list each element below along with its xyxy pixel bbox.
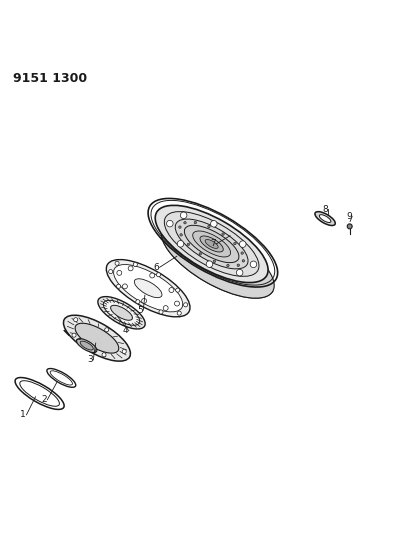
Ellipse shape bbox=[155, 205, 268, 282]
Circle shape bbox=[117, 284, 121, 288]
Ellipse shape bbox=[111, 305, 132, 320]
Circle shape bbox=[166, 220, 173, 227]
Ellipse shape bbox=[75, 323, 119, 353]
Ellipse shape bbox=[63, 315, 130, 361]
Circle shape bbox=[236, 269, 243, 276]
Circle shape bbox=[184, 222, 186, 224]
Polygon shape bbox=[155, 212, 273, 298]
Circle shape bbox=[250, 261, 257, 268]
Ellipse shape bbox=[200, 236, 223, 252]
Circle shape bbox=[234, 243, 236, 245]
Circle shape bbox=[179, 226, 181, 228]
Ellipse shape bbox=[164, 212, 259, 277]
Circle shape bbox=[206, 261, 213, 268]
Text: 1: 1 bbox=[21, 410, 26, 419]
Circle shape bbox=[163, 305, 168, 311]
Circle shape bbox=[180, 233, 182, 236]
Circle shape bbox=[105, 328, 109, 332]
Circle shape bbox=[347, 224, 352, 229]
Text: 6: 6 bbox=[153, 263, 159, 272]
Circle shape bbox=[109, 270, 113, 273]
Circle shape bbox=[117, 270, 122, 276]
Circle shape bbox=[128, 266, 133, 271]
Circle shape bbox=[237, 264, 240, 266]
Ellipse shape bbox=[315, 212, 335, 225]
Circle shape bbox=[184, 303, 188, 307]
Ellipse shape bbox=[98, 296, 145, 329]
Circle shape bbox=[213, 260, 216, 263]
Text: 3: 3 bbox=[87, 356, 93, 365]
Text: 9151 1300: 9151 1300 bbox=[13, 72, 87, 85]
Ellipse shape bbox=[106, 260, 190, 317]
Text: 8: 8 bbox=[322, 205, 328, 214]
Circle shape bbox=[208, 225, 210, 228]
Ellipse shape bbox=[185, 225, 239, 263]
Ellipse shape bbox=[103, 300, 140, 325]
Circle shape bbox=[102, 353, 106, 357]
Circle shape bbox=[222, 233, 224, 235]
Text: 4: 4 bbox=[123, 326, 129, 335]
Ellipse shape bbox=[319, 215, 331, 222]
Circle shape bbox=[169, 288, 174, 293]
Circle shape bbox=[241, 252, 243, 254]
Circle shape bbox=[115, 261, 119, 265]
Text: 5: 5 bbox=[137, 306, 143, 315]
Circle shape bbox=[72, 333, 76, 337]
Ellipse shape bbox=[134, 279, 162, 297]
Ellipse shape bbox=[193, 231, 231, 257]
Circle shape bbox=[240, 241, 246, 247]
Ellipse shape bbox=[80, 341, 93, 350]
Circle shape bbox=[122, 350, 126, 353]
Circle shape bbox=[74, 318, 78, 322]
Ellipse shape bbox=[50, 371, 72, 385]
Ellipse shape bbox=[113, 264, 183, 312]
Circle shape bbox=[159, 310, 163, 314]
Ellipse shape bbox=[162, 221, 274, 298]
Circle shape bbox=[177, 240, 184, 247]
Circle shape bbox=[136, 300, 140, 304]
Circle shape bbox=[177, 311, 181, 315]
Circle shape bbox=[227, 264, 229, 266]
Circle shape bbox=[157, 273, 161, 277]
Circle shape bbox=[175, 301, 180, 306]
Ellipse shape bbox=[205, 239, 218, 248]
Circle shape bbox=[150, 273, 155, 278]
Text: 7: 7 bbox=[210, 239, 216, 248]
Circle shape bbox=[175, 288, 180, 292]
Circle shape bbox=[242, 260, 245, 262]
Circle shape bbox=[122, 284, 127, 289]
Text: 9: 9 bbox=[346, 212, 352, 221]
Circle shape bbox=[187, 243, 189, 246]
Circle shape bbox=[199, 253, 201, 255]
Circle shape bbox=[180, 212, 187, 219]
Ellipse shape bbox=[20, 381, 60, 406]
Circle shape bbox=[194, 221, 196, 224]
Text: 2: 2 bbox=[41, 395, 47, 404]
Ellipse shape bbox=[76, 338, 97, 352]
Circle shape bbox=[210, 221, 217, 227]
Ellipse shape bbox=[175, 219, 248, 269]
Circle shape bbox=[133, 262, 137, 266]
Circle shape bbox=[142, 298, 147, 303]
